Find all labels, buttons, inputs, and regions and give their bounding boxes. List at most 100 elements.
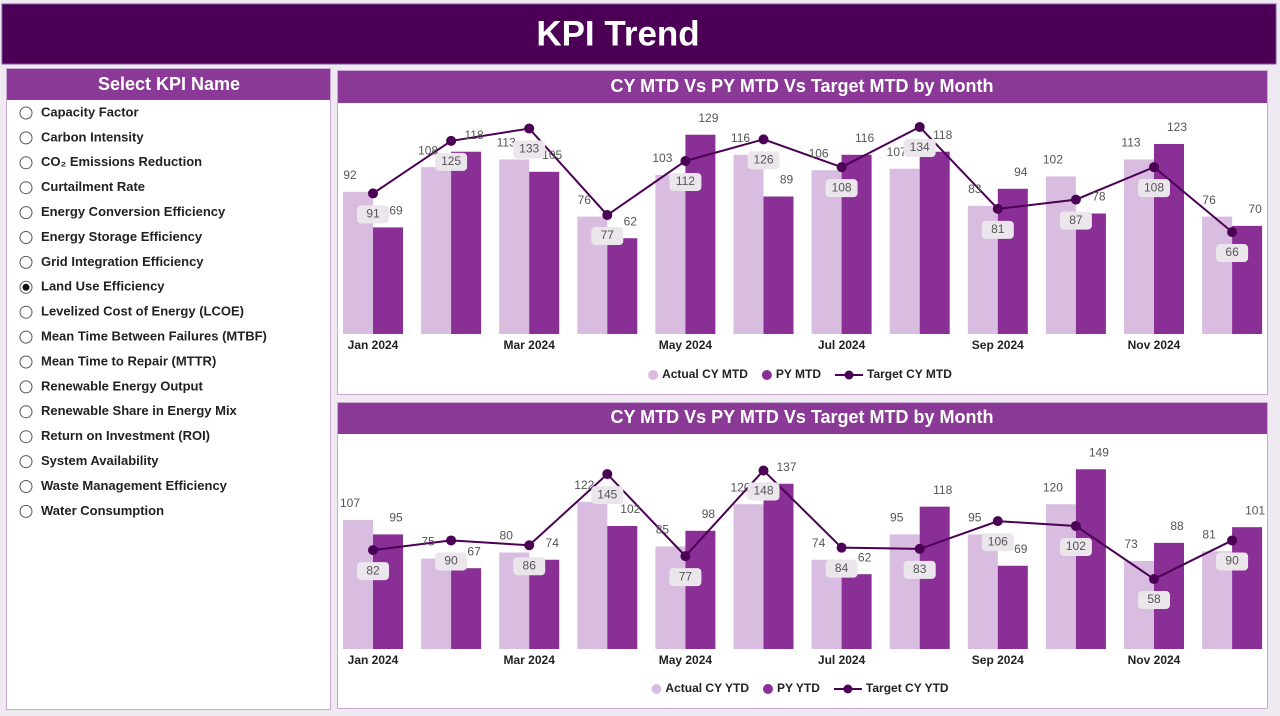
legend-key xyxy=(844,370,854,380)
radio-button[interactable] xyxy=(19,405,33,419)
slicer-item[interactable]: Return on Investment (ROI) xyxy=(19,428,210,444)
data-label: 62 xyxy=(858,550,872,564)
data-label: 81 xyxy=(991,222,1005,236)
slicer-item-label[interactable]: CO₂ Emissions Reduction xyxy=(41,154,202,169)
slicer-item[interactable]: CO₂ Emissions Reduction xyxy=(19,154,202,170)
slicer-item-label[interactable]: Return on Investment (ROI) xyxy=(41,428,210,443)
radio-button[interactable] xyxy=(19,480,33,493)
slicer-item-label[interactable]: Waste Management Efficiency xyxy=(41,478,228,493)
line-point xyxy=(680,551,691,562)
bar xyxy=(919,151,950,334)
slicer-item-label[interactable]: Levelized Cost of Energy (LCOE) xyxy=(41,304,244,319)
data-label: 78 xyxy=(1092,190,1106,204)
line-point xyxy=(524,123,535,134)
data-label: 75 xyxy=(421,535,435,549)
data-label: 108 xyxy=(418,143,438,157)
radio-button[interactable] xyxy=(19,181,33,195)
slicer-item[interactable]: Levelized Cost of Energy (LCOE) xyxy=(19,304,244,319)
slicer-item[interactable]: Mean Time to Repair (MTTR) xyxy=(19,353,216,369)
radio-button[interactable] xyxy=(19,156,33,170)
slicer-item-label[interactable]: Capacity Factor xyxy=(41,104,139,119)
data-label: 77 xyxy=(601,228,615,242)
chart-panel xyxy=(337,70,1268,395)
radio-button[interactable] xyxy=(19,430,33,444)
radio-button[interactable] xyxy=(19,231,33,244)
data-label-box xyxy=(669,568,702,587)
line-point xyxy=(680,155,691,166)
radio-button[interactable] xyxy=(19,206,33,220)
slicer-item-label[interactable]: System Availability xyxy=(41,453,159,468)
slicer-list: Capacity Factor Carbon Intensity CO₂ Emiss… xyxy=(19,104,267,518)
radio-button[interactable] xyxy=(19,455,33,469)
slicer-item[interactable]: Mean Time Between Failures (MTBF) xyxy=(19,329,267,344)
radio-button[interactable] xyxy=(19,380,33,394)
slicer-item[interactable]: System Availability xyxy=(19,453,159,469)
slicer-item[interactable]: Energy Storage Efficiency xyxy=(19,229,203,244)
line-point xyxy=(758,134,769,145)
data-label: 95 xyxy=(890,511,904,525)
radio-button[interactable] xyxy=(19,305,33,319)
line-point xyxy=(914,121,925,132)
slicer-item-label[interactable]: Grid Integration Efficiency xyxy=(41,254,204,269)
slicer-item-label[interactable]: Energy Conversion Efficiency xyxy=(41,204,226,219)
slicer-item-label[interactable]: Mean Time Between Failures (MTBF) xyxy=(41,329,267,344)
data-label-box xyxy=(903,138,936,157)
bar xyxy=(499,159,530,334)
slicer-item-label[interactable]: Renewable Share in Energy Mix xyxy=(41,403,238,418)
data-label: 113 xyxy=(497,136,516,150)
x-tick-label: Jul 2024 xyxy=(818,338,866,352)
header-title: KPI Trend xyxy=(536,14,699,53)
slicer-item-label[interactable]: Energy Storage Efficiency xyxy=(41,229,203,244)
slicer-item-label[interactable]: Carbon Intensity xyxy=(41,129,144,144)
legend: Actual CY YTD PY YTD Target CY YTD xyxy=(651,681,949,695)
data-label: 58 xyxy=(1147,592,1161,606)
data-label-box xyxy=(1216,244,1249,263)
x-tick-label: Sep 2024 xyxy=(972,653,1024,667)
bar xyxy=(1075,469,1106,649)
slicer-item-label[interactable]: Renewable Energy Output xyxy=(41,378,203,393)
x-tick-label: Jan 2024 xyxy=(348,653,399,667)
data-label: 66 xyxy=(1225,245,1239,259)
data-label: 107 xyxy=(887,145,907,159)
slicer-item[interactable]: Water Consumption xyxy=(19,503,164,518)
bar xyxy=(997,188,1028,334)
slicer-item-label[interactable]: Land Use Efficiency xyxy=(41,279,165,294)
data-label-box xyxy=(903,560,936,579)
radio-button[interactable] xyxy=(19,330,33,344)
slicer-item[interactable]: Energy Conversion Efficiency xyxy=(19,204,226,220)
slicer-item[interactable]: Capacity Factor xyxy=(19,104,139,120)
line-point xyxy=(446,135,457,146)
slicer-item-label[interactable]: Mean Time to Repair (MTTR) xyxy=(41,353,216,368)
data-label: 106 xyxy=(809,146,829,160)
legend-label: Target CY YTD xyxy=(866,681,949,695)
radio-button[interactable] xyxy=(19,355,33,369)
data-label: 95 xyxy=(968,511,982,525)
legend-key xyxy=(761,370,772,380)
slicer-item[interactable]: Land Use Efficiency xyxy=(19,279,165,294)
data-label: 112 xyxy=(676,174,695,188)
slicer-item[interactable]: Curtailment Rate xyxy=(19,179,145,195)
slicer-item-label[interactable]: Water Consumption xyxy=(41,503,164,518)
x-tick-label: Jan 2024 xyxy=(348,338,399,352)
radio-button[interactable] xyxy=(19,106,33,120)
radio-button[interactable] xyxy=(19,504,33,518)
data-label: 91 xyxy=(366,207,380,221)
data-label: 69 xyxy=(389,204,403,218)
line-point xyxy=(1070,194,1081,205)
slicer-item[interactable]: Carbon Intensity xyxy=(19,129,144,145)
slicer-item[interactable]: Renewable Energy Output xyxy=(19,378,203,394)
bar xyxy=(343,519,373,649)
radio-button[interactable] xyxy=(19,131,33,145)
slicer-item[interactable]: Renewable Share in Energy Mix xyxy=(19,403,238,419)
radio-button[interactable] xyxy=(19,255,33,269)
slicer-item[interactable]: Waste Management Efficiency xyxy=(19,478,228,493)
data-label: 69 xyxy=(1014,542,1028,556)
data-label-box xyxy=(513,557,546,576)
data-label: 149 xyxy=(1089,445,1109,459)
slicer-item-label[interactable]: Curtailment Rate xyxy=(41,179,145,194)
bar xyxy=(1232,225,1263,334)
slicer-item[interactable]: Grid Integration Efficiency xyxy=(19,254,204,269)
data-label-box xyxy=(1216,552,1249,571)
